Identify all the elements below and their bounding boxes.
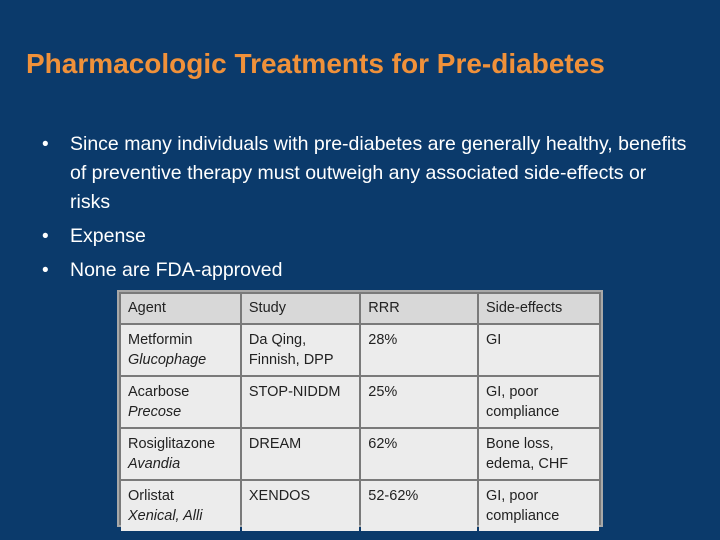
agent-name: Rosiglitazone [128,436,216,452]
header-rrr: RRR [361,294,477,323]
study-cell: XENDOS [241,481,360,531]
agent-cell: Orlistat Xenical, Alli [121,481,240,531]
bullet-text: Since many individuals with pre-diabetes… [70,133,687,213]
side-effects-cell: Bone loss, edema, CHF [478,429,599,479]
header-side-effects: Side-effects [478,294,599,323]
table-row: Acarbose Precose STOP-NIDDM 25% GI, poor… [121,377,599,427]
bullet-text: None are FDA-approved [70,259,283,281]
rrr-cell: 52-62% [361,481,477,531]
treatment-table: Agent Study RRR Side-effects Metformin G… [119,292,601,533]
agent-cell: Rosiglitazone Avandia [121,429,240,479]
bullet-item: • None are FDA-approved [30,256,690,285]
table-row: Rosiglitazone Avandia DREAM 62% Bone los… [121,429,599,479]
table-row: Metformin Glucophage Da Qing, Finnish, D… [121,325,599,375]
bullet-icon: • [42,226,49,247]
table-header-row: Agent Study RRR Side-effects [121,294,599,323]
brand-name: Glucophage [128,352,207,368]
slide-title: Pharmacologic Treatments for Pre-diabete… [26,48,605,79]
bullet-item: • Expense [30,222,690,251]
header-agent: Agent [121,294,240,323]
bullet-icon: • [42,260,49,281]
brand-name: Avandia [128,456,181,472]
header-study: Study [241,294,360,323]
agent-name: Metformin [128,332,193,348]
bullet-icon: • [42,134,49,155]
bullet-list: • Since many individuals with pre-diabet… [30,130,690,290]
bullet-text: Expense [70,225,146,247]
agent-name: Orlistat [128,488,174,504]
agent-cell: Metformin Glucophage [121,325,240,375]
brand-name: Xenical, Alli [128,508,203,524]
rrr-cell: 25% [361,377,477,427]
treatment-table-frame: Agent Study RRR Side-effects Metformin G… [119,292,601,531]
table-row: Orlistat Xenical, Alli XENDOS 52-62% GI,… [121,481,599,531]
agent-name: Acarbose [128,384,190,400]
side-effects-cell: GI [478,325,599,375]
rrr-cell: 62% [361,429,477,479]
rrr-cell: 28% [361,325,477,375]
side-effects-cell: GI, poor compliance [478,377,599,427]
bullet-item: • Since many individuals with pre-diabet… [30,130,690,217]
study-cell: Da Qing, Finnish, DPP [241,325,360,375]
brand-name: Precose [128,404,182,420]
study-cell: DREAM [241,429,360,479]
agent-cell: Acarbose Precose [121,377,240,427]
study-cell: STOP-NIDDM [241,377,360,427]
side-effects-cell: GI, poor compliance [478,481,599,531]
